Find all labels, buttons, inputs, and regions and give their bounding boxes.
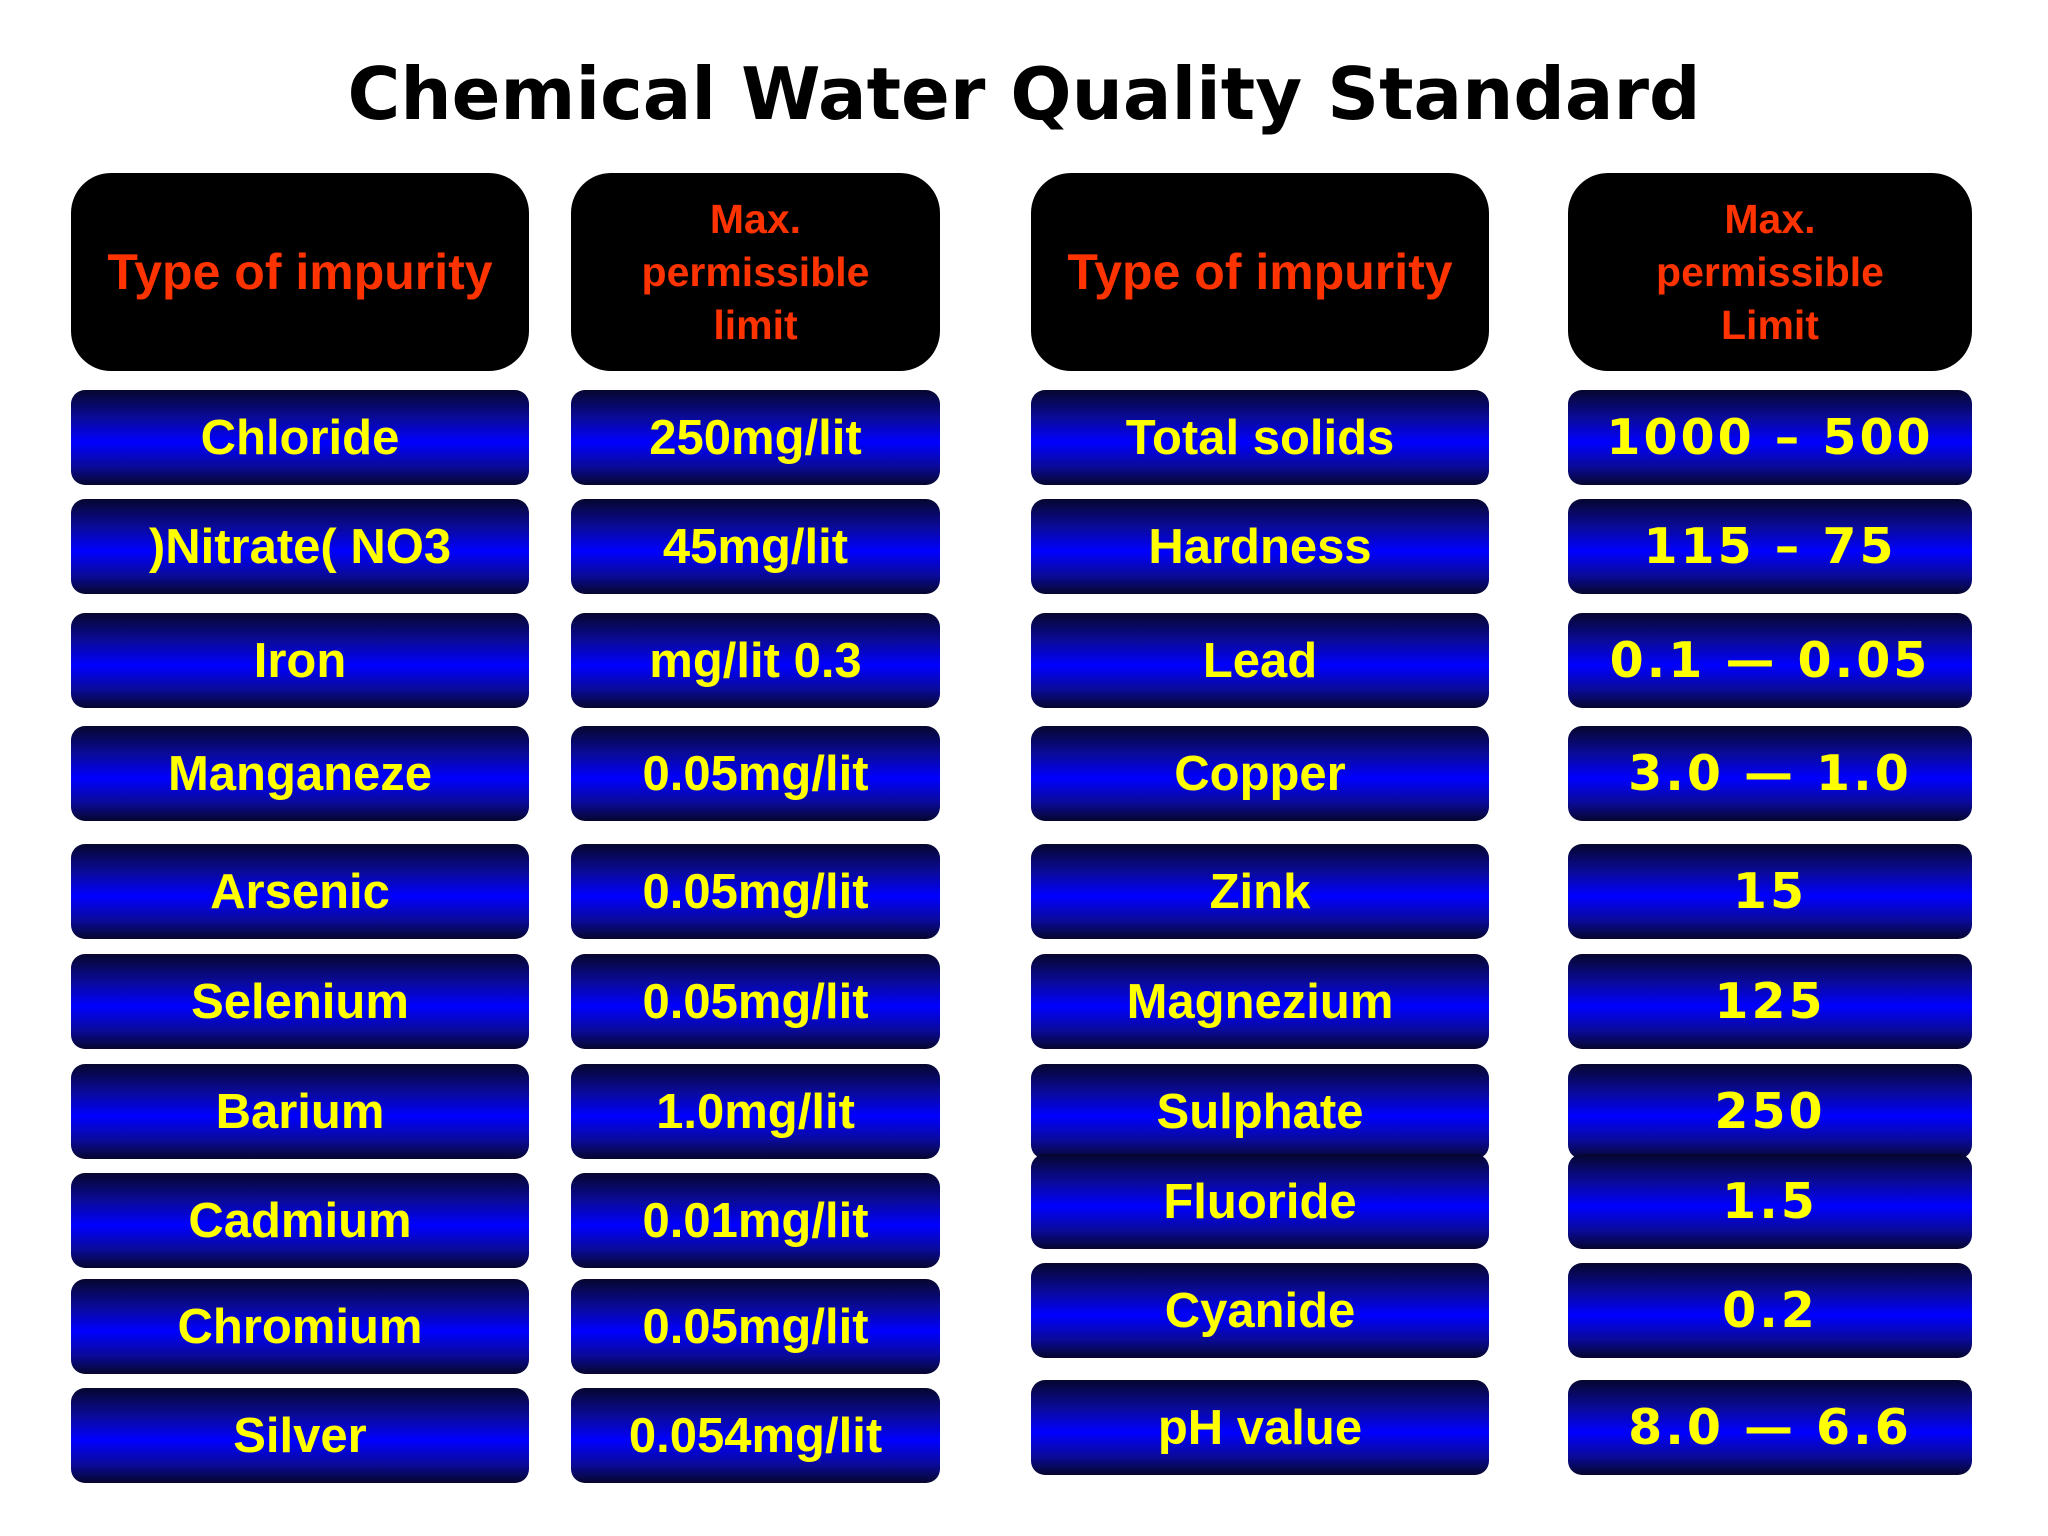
limit-cell: 0.05mg/lit (571, 954, 940, 1049)
header-max-limit-left: Max. permissible limit (571, 173, 940, 371)
limit-cell: mg/lit 0.3 (571, 613, 940, 708)
impurity-cell: Total solids (1031, 390, 1489, 485)
header-max-limit-right: Max. permissible Limit (1568, 173, 1972, 371)
limit-cell: 0.054mg/lit (571, 1388, 940, 1483)
page-title: Chemical Water Quality Standard (347, 52, 1701, 136)
impurity-cell: Cadmium (71, 1173, 529, 1268)
header-label: Type of impurity (107, 244, 493, 300)
impurity-cell: Fluoride (1031, 1154, 1489, 1249)
impurity-cell: Hardness (1031, 499, 1489, 594)
impurity-cell: Selenium (71, 954, 529, 1049)
header-label-line: Limit (1721, 301, 1819, 348)
limit-cell: 0.05mg/lit (571, 726, 940, 821)
header-type-of-impurity-right: Type of impurity (1031, 173, 1489, 371)
limit-cell: 250mg/lit (571, 390, 940, 485)
impurity-cell: Manganeze (71, 726, 529, 821)
limit-cell: 250 (1568, 1064, 1972, 1159)
limit-cell: 15 (1568, 844, 1972, 939)
header-type-of-impurity-left: Type of impurity (71, 173, 529, 371)
impurity-cell: pH value (1031, 1380, 1489, 1475)
limit-cell: 125 (1568, 954, 1972, 1049)
impurity-cell: )Nitrate( NO3 (71, 499, 529, 594)
limit-cell: 0.05mg/lit (571, 1279, 940, 1374)
header-label-line: permissible (1656, 248, 1884, 295)
limit-cell: 0.01mg/lit (571, 1173, 940, 1268)
impurity-cell: Cyanide (1031, 1263, 1489, 1358)
limit-cell: 0.1 — 0.05 (1568, 613, 1972, 708)
impurity-cell: Silver (71, 1388, 529, 1483)
limit-cell: 1.0mg/lit (571, 1064, 940, 1159)
impurity-cell: Chromium (71, 1279, 529, 1374)
impurity-cell: Iron (71, 613, 529, 708)
limit-cell: 8.0 — 6.6 (1568, 1380, 1972, 1475)
impurity-cell: Magnezium (1031, 954, 1489, 1049)
impurity-cell: Sulphate (1031, 1064, 1489, 1159)
impurity-cell: Barium (71, 1064, 529, 1159)
header-label-line: Max. (709, 195, 802, 242)
header-label-line: Max. (1724, 195, 1816, 242)
impurity-cell: Arsenic (71, 844, 529, 939)
impurity-cell: Zink (1031, 844, 1489, 939)
header-label: Type of impurity (1067, 244, 1453, 300)
limit-cell: 0.2 (1568, 1263, 1972, 1358)
limit-cell: 45mg/lit (571, 499, 940, 594)
limit-cell: 0.05mg/lit (571, 844, 940, 939)
limit-cell: 1000 – 500 (1568, 390, 1972, 485)
header-label-line: permissible (641, 248, 870, 295)
limit-cell: 3.0 — 1.0 (1568, 726, 1972, 821)
limit-cell: 1.5 (1568, 1154, 1972, 1249)
header-label-line: limit (713, 301, 798, 348)
impurity-cell: Lead (1031, 613, 1489, 708)
impurity-cell: Copper (1031, 726, 1489, 821)
impurity-cell: Chloride (71, 390, 529, 485)
limit-cell: 115 – 75 (1568, 499, 1972, 594)
